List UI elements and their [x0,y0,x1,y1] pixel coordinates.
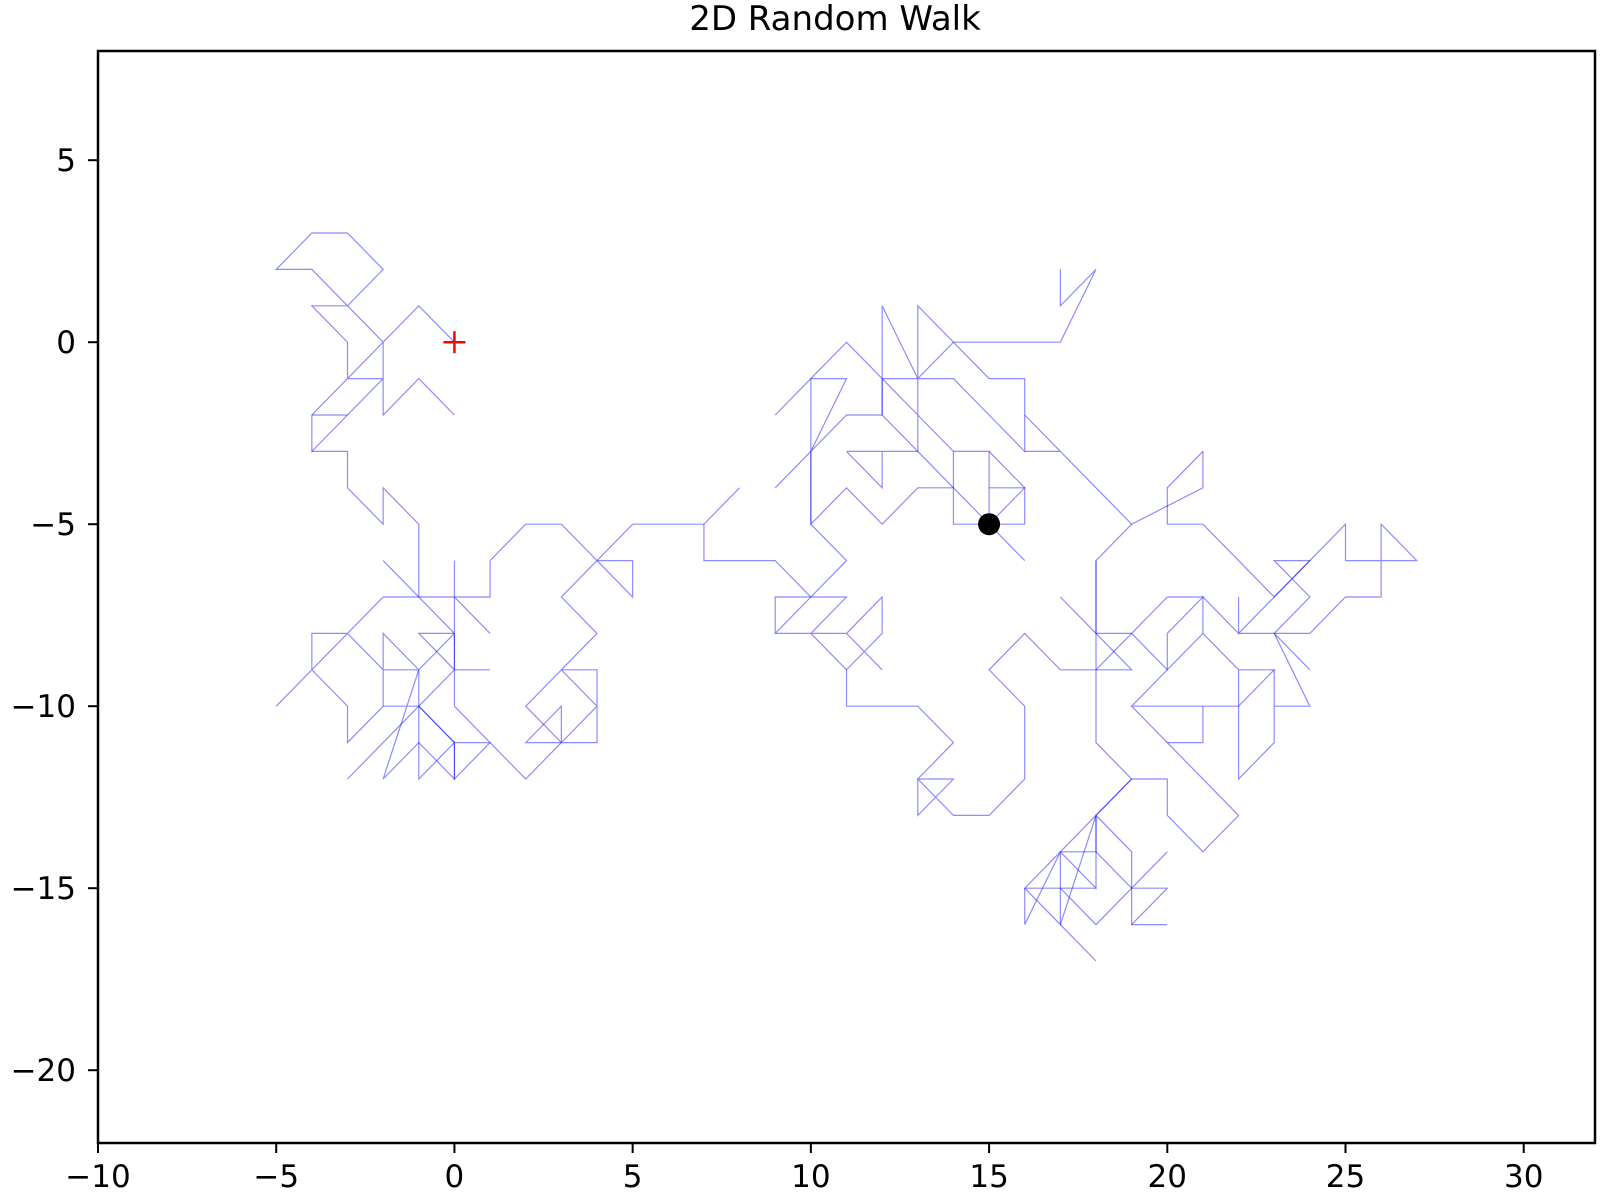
walk-segment-10 [774,341,1026,562]
x-tick-label: 5 [623,1159,643,1195]
x-tick-label: 25 [1326,1159,1365,1195]
walk-segment-16 [1023,560,1168,927]
walk-segment-8 [703,378,848,598]
walk-segment-23 [845,596,1205,817]
walk-segment-0 [274,232,455,453]
walk-segment-9 [774,268,1097,489]
walk-segment-18 [1059,815,1097,962]
y-tick-label: 5 [56,143,76,179]
walk-segment-19 [1059,887,1169,926]
y-tick-label: 0 [56,325,76,361]
chart-title: 2D Random Walk [689,0,981,39]
walk-segment-15 [1095,523,1240,671]
x-axis: −10 −5 0 5 10 15 20 25 30 [65,1143,1543,1195]
x-tick-label: −10 [65,1159,130,1195]
walk-segment-24 [1059,596,1134,671]
x-tick-label: 15 [969,1159,1008,1195]
x-tick-label: 0 [445,1159,465,1195]
y-axis: −20 −15 −10 −5 0 5 [11,143,98,1089]
end-marker [978,513,1001,536]
x-tick-label: 10 [791,1159,830,1195]
y-tick-label: −15 [11,871,76,907]
walk-segment-7 [596,487,740,599]
walk-segment-14 [1024,414,1204,525]
walk-segment-26 [1238,559,1312,671]
start-marker [443,331,466,354]
walk-segment-22 [773,595,883,671]
walk-segment-4 [275,560,492,745]
x-tick-label: 20 [1148,1159,1187,1195]
walk-segment-2 [311,450,420,597]
walk-segment-11 [846,450,954,490]
walk-segment-6 [524,704,562,744]
walk-segment-5 [382,669,456,781]
y-tick-label: −20 [11,1053,76,1089]
x-tick-label: 30 [1504,1159,1543,1195]
walk-markers [443,331,1001,536]
walk-segment-3 [347,523,598,781]
axes-frame [96,49,1597,1145]
walk-segment-20 [1095,851,1168,890]
walk-segment-25 [1202,632,1276,708]
walk-segment-13 [988,450,1026,525]
x-tick-label: −5 [253,1159,299,1195]
walk-segment-12 [952,451,1026,525]
walk-segment-17 [1024,450,1419,925]
y-tick-label: −5 [30,507,76,543]
y-tick-label: −10 [11,689,76,725]
walk-path [274,232,1419,962]
